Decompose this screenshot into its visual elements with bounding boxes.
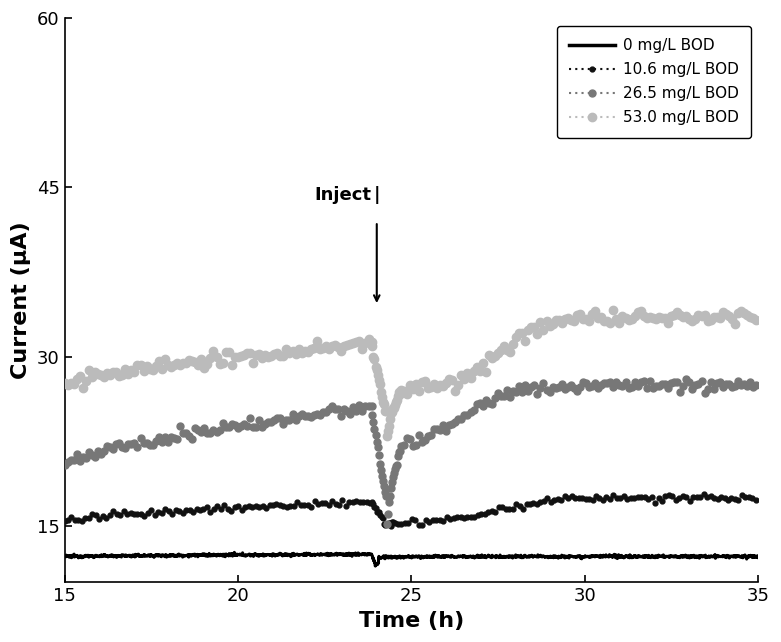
X-axis label: Time (h): Time (h) (358, 611, 464, 631)
Legend: 0 mg/L BOD, 10.6 mg/L BOD, 26.5 mg/L BOD, 53.0 mg/L BOD: 0 mg/L BOD, 10.6 mg/L BOD, 26.5 mg/L BOD… (557, 26, 751, 137)
Text: |: | (373, 186, 380, 204)
Text: Inject: Inject (315, 186, 372, 204)
Y-axis label: Current (μA): Current (μA) (11, 221, 31, 379)
